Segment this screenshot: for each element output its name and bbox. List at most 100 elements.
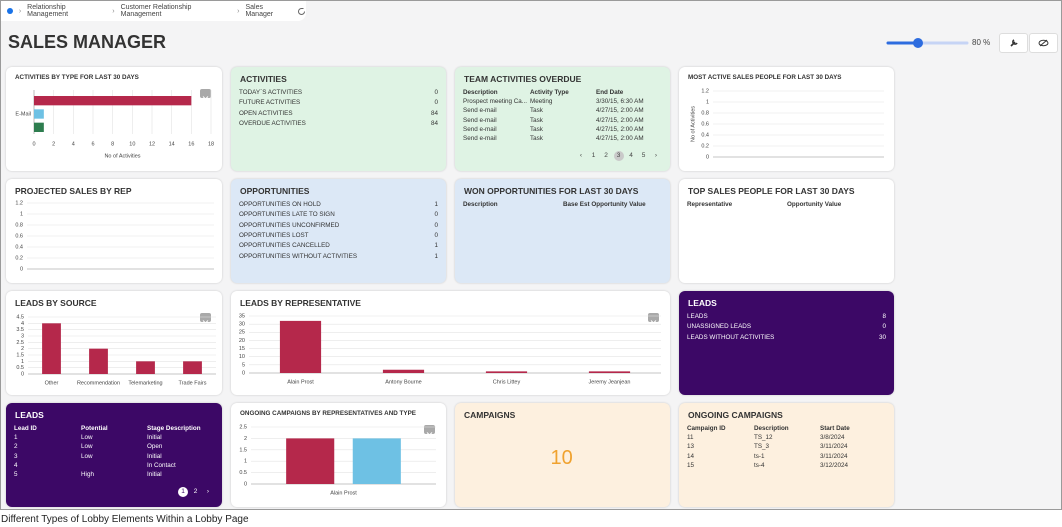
zoom-slider[interactable] (885, 36, 971, 50)
table-cell: Send e-mail (463, 125, 497, 133)
breadcrumb-item[interactable]: Sales Manager (245, 4, 274, 18)
widget-panel: WON OPPORTUNITIES FOR LAST 30 DAYS Descri… (455, 179, 670, 283)
item-value: 1 (434, 252, 438, 260)
page-number[interactable]: 4 (629, 152, 633, 159)
table-cell: In Contact (147, 461, 176, 469)
y-tick-label: 4.5 (16, 314, 24, 320)
table-cell: Initial (147, 471, 162, 479)
caption: Different Types of Lobby Elements Within… (1, 514, 249, 525)
table-cell: 13 (687, 443, 695, 451)
breadcrumb-item[interactable]: Relationship Management (27, 4, 69, 18)
chevron (202, 96, 209, 100)
widget-title: PROJECTED SALES BY REP (15, 186, 132, 196)
slider-knob[interactable] (913, 38, 923, 48)
x-category-label: Antony Bourne (385, 379, 421, 385)
widget-title: LEADS BY REPRESENTATIVE (240, 298, 361, 308)
y-tick-label: 1 (21, 359, 24, 365)
table-cell: 3/8/2024 (820, 434, 845, 441)
page-number[interactable]: 5 (641, 152, 646, 159)
bar (588, 371, 631, 373)
item-label: OVERDUE ACTIVITIES (239, 119, 306, 127)
y-tick-label: 35 (239, 313, 245, 319)
page-number[interactable]: 2 (193, 488, 198, 495)
table-cell: 15 (687, 461, 695, 469)
y-tick-label: 4 (21, 321, 24, 327)
widget-title: ACTIVITIES BY TYPE FOR LAST 30 DAYS (15, 74, 139, 81)
table-cell: Send e-mail (463, 107, 497, 115)
table-cell: Initial (147, 434, 162, 441)
column-header: Lead ID (14, 425, 37, 432)
widget-panel: ACTIVITIES TODAY`S ACTIVITIES 0 FUTURE ACTI… (231, 67, 446, 171)
widget-panel: MOST ACTIVE SALES PEOPLE FOR LAST 30 DAY… (679, 67, 894, 171)
widget-title: ONGOING CAMPAIGNS (688, 410, 783, 420)
item-value: 84 (430, 109, 438, 117)
table-cell: Open (147, 443, 163, 451)
x-category-label: Recommendation (77, 380, 120, 386)
eye-icon (1038, 39, 1049, 47)
widget-panel: OPPORTUNITIES OPPORTUNITIES ON HOLD 1 OPPOR… (231, 179, 446, 283)
widget-panel: PROJECTED SALES BY REP 0 0.2 0.4 0.6 0.8 1 1.2 (6, 179, 222, 283)
x-tick-label: 2 (52, 141, 55, 147)
item-label: TODAY`S ACTIVITIES (239, 89, 303, 96)
y-tick-label: 2 (244, 436, 247, 442)
dropdown-button[interactable] (424, 425, 435, 436)
table-cell: 2 (14, 443, 18, 451)
dropdown-button[interactable] (200, 313, 211, 324)
next-page[interactable]: › (654, 152, 658, 159)
table-cell: 1 (14, 434, 18, 441)
y-tick-label: 0.4 (15, 244, 23, 250)
widget-title: TOP SALES PEOPLE FOR LAST 30 DAYS (688, 186, 855, 196)
bar (279, 320, 322, 373)
breadcrumb-separator: › (237, 7, 240, 15)
item-label: FUTURE ACTIVITIES (239, 99, 301, 107)
widget-panel: ONGOING CAMPAIGNS Campaign ID Description S… (679, 403, 894, 507)
page-number[interactable]: 1 (178, 487, 188, 497)
y-tick-label: 10 (239, 354, 245, 360)
item-value: 0 (434, 211, 438, 219)
breadcrumb: › Relationship Management › Customer Relati… (1, 1, 306, 21)
table-cell: 3/12/2024 (820, 461, 849, 469)
item-value: 30 (878, 333, 886, 341)
widget-panel: ONGOING CAMPAIGNS BY REPRESENTATIVES AND… (231, 403, 446, 507)
refresh-icon[interactable] (297, 7, 306, 16)
table-cell: Send e-mail (463, 135, 497, 143)
widget-title: ONGOING CAMPAIGNS BY REPRESENTATIVES AND… (240, 410, 416, 417)
x-category-label: Telemarketing (128, 380, 162, 386)
y-tick-label: 0.6 (701, 121, 709, 127)
prev-page[interactable]: ‹ (579, 152, 583, 159)
x-tick-label: 16 (188, 141, 194, 147)
x-category-label: Chris Littey (493, 379, 521, 385)
chevron-icon (202, 96, 209, 100)
column-header: Description (463, 201, 498, 208)
view-button[interactable] (1029, 33, 1058, 53)
breadcrumb-item[interactable]: Customer Relationship Management (120, 4, 192, 18)
item-label: OPPORTUNITIES WITHOUT ACTIVITIES (239, 252, 358, 260)
item-label: LEADS WITHOUT ACTIVITIES (687, 333, 775, 341)
x-category-label: Other (45, 380, 59, 386)
table-cell: Low (81, 452, 93, 460)
next-page[interactable]: › (206, 488, 210, 495)
y-category-label: E-Mail (15, 111, 31, 117)
table-cell: Task (530, 135, 543, 143)
column-header: Potential (81, 425, 108, 432)
table-cell: 3/11/2024 (820, 452, 848, 460)
settings-button[interactable] (999, 33, 1028, 53)
dropdown-button[interactable] (648, 313, 659, 324)
item-value: 0 (882, 323, 886, 331)
item-value: 0 (434, 231, 438, 239)
item-value: 8 (882, 313, 886, 320)
home-icon[interactable] (7, 8, 13, 14)
table-cell: 4/27/15, 2:00 AM (596, 116, 644, 124)
item-label: OPPORTUNITIES UNCONFIRMED (239, 221, 340, 229)
dropdown-button[interactable] (200, 89, 211, 100)
y-tick-label: 0 (244, 481, 247, 487)
bar (286, 438, 335, 484)
page-number[interactable]: 1 (591, 152, 596, 159)
lobby-frame: › Relationship Management › Customer Relati… (0, 0, 1062, 510)
widget-panel: LEADS Lead ID Potential Stage Description 1 L… (6, 403, 222, 507)
chart: 0 0.2 0.4 0.6 0.8 1 1.2 (15, 200, 214, 272)
page-number[interactable]: 2 (604, 152, 608, 159)
widget-title: TEAM ACTIVITIES OVERDUE (464, 74, 582, 84)
page-number[interactable]: 3 (613, 151, 624, 161)
widget-panel: CAMPAIGNS 10 (455, 403, 670, 507)
